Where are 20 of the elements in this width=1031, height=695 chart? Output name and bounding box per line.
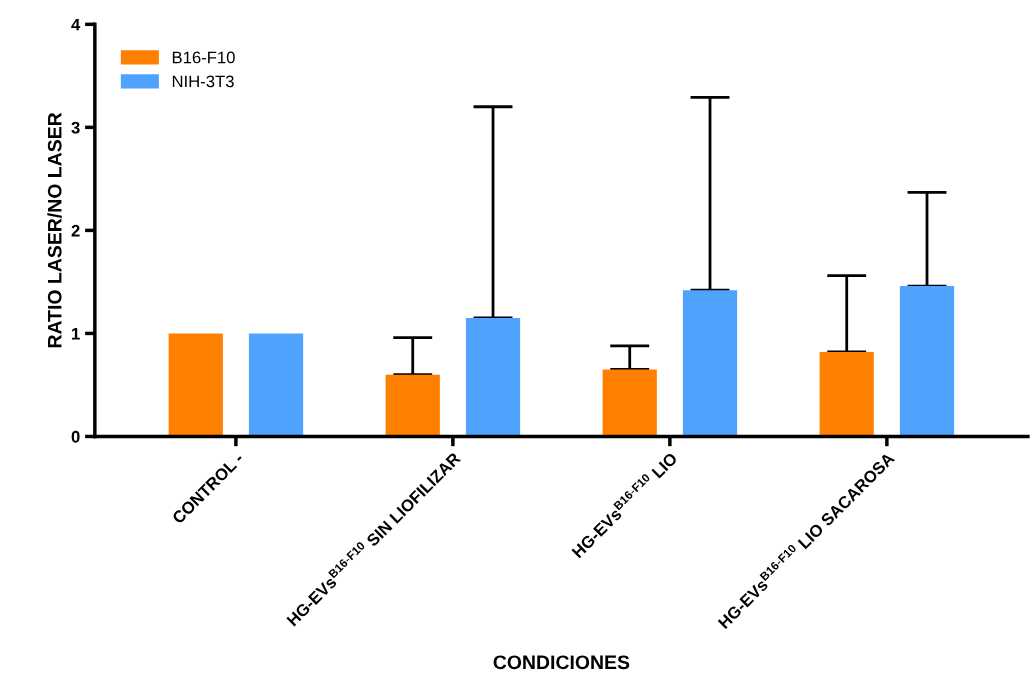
bar — [465, 317, 521, 437]
y-tick-label: 1 — [72, 328, 80, 340]
legend-label: B16-F10 — [172, 51, 235, 64]
y-tick-label: 4 — [71, 18, 81, 31]
y-tick-label: 3 — [71, 121, 80, 134]
x-tick-label: HG-EVs$^{B16-F10}$ SIN LIOFILIZAR — [284, 449, 462, 627]
bar — [602, 369, 657, 437]
y-tick-label: 2 — [71, 224, 80, 237]
y-tick-label: 0 — [71, 430, 80, 443]
bar — [899, 286, 955, 437]
bar — [819, 351, 874, 437]
y-axis-title: RATIO LASER/NO LASER — [47, 112, 62, 348]
bar — [682, 290, 738, 437]
bar — [168, 333, 223, 437]
legend-label: NIH-3T3 — [172, 75, 234, 88]
x-tick-label: HG-EVs$^{B16-F10}$ LIO — [569, 449, 678, 559]
bar — [385, 374, 440, 437]
x-tick-label: HG-EVs$^{B16-F10}$ LIO SACAROSA — [715, 449, 896, 630]
x-axis-title: CONDICIONES — [493, 655, 630, 670]
bar — [248, 333, 304, 437]
